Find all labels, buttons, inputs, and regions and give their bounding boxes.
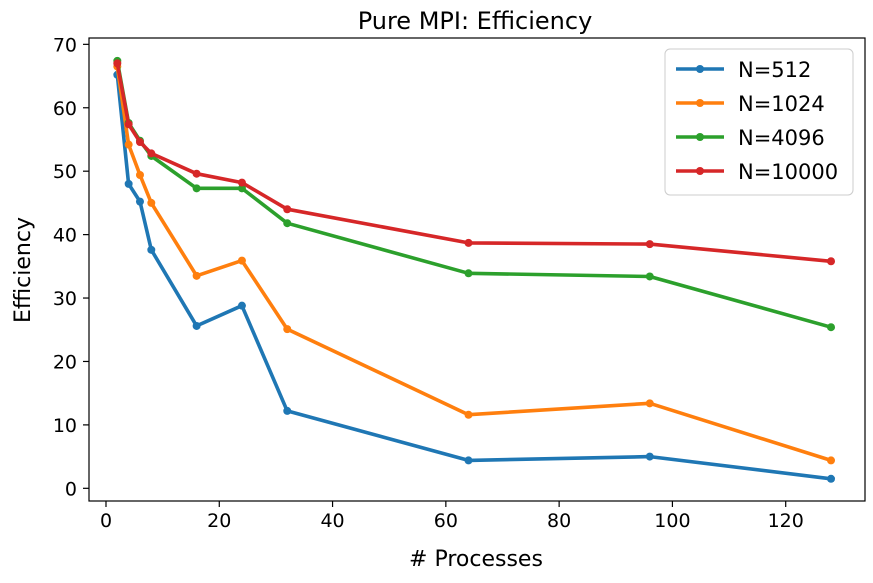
data-point [645, 240, 654, 249]
x-axis-title: # Processes [409, 547, 543, 572]
data-point [283, 205, 292, 214]
legend-label: N=1024 [738, 92, 825, 116]
data-point [124, 140, 133, 149]
data-point [283, 219, 292, 228]
legend-label: N=10000 [738, 160, 838, 184]
y-tick-label: 10 [53, 415, 77, 437]
data-point [827, 257, 836, 266]
x-tick-label: 80 [547, 510, 571, 532]
x-tick-label: 100 [654, 510, 690, 532]
x-tick-label: 20 [207, 510, 231, 532]
y-tick-label: 60 [53, 98, 77, 120]
legend-marker [696, 65, 704, 73]
data-point [464, 238, 473, 247]
y-tick-label: 40 [53, 225, 77, 247]
x-axis: 0 20 40 60 80 100 120 [100, 501, 804, 532]
data-point [283, 325, 292, 334]
data-point [237, 301, 246, 310]
legend-marker [696, 99, 704, 107]
x-tick-label: 40 [320, 510, 344, 532]
data-point [147, 245, 156, 254]
data-point [645, 399, 654, 408]
legend-marker [696, 167, 704, 175]
data-point [192, 169, 201, 178]
data-point [124, 120, 133, 129]
data-point [827, 323, 836, 332]
x-tick-label: 0 [100, 510, 112, 532]
data-point [464, 269, 473, 278]
data-point [192, 321, 201, 330]
data-point [135, 170, 144, 179]
x-tick-label: 120 [768, 510, 804, 532]
data-point [283, 406, 292, 415]
y-tick-label: 50 [53, 161, 77, 183]
legend-label: N=4096 [738, 126, 825, 150]
data-point [464, 456, 473, 465]
series-line [115, 66, 832, 463]
data-point [237, 178, 246, 187]
data-point [147, 149, 156, 158]
data-point [135, 197, 144, 206]
series-line [115, 74, 832, 481]
legend: N=512 N=1024 N=4096 N=10000 [664, 48, 854, 196]
legend-marker [696, 133, 704, 141]
data-point [192, 271, 201, 280]
series-line [115, 63, 832, 264]
y-axis-title: Efficiency [11, 217, 36, 323]
data-point [135, 138, 144, 147]
legend-label: N=512 [738, 58, 811, 82]
data-point [827, 456, 836, 465]
data-point [645, 272, 654, 281]
data-point [124, 179, 133, 188]
plot-frame [88, 37, 866, 502]
data-point [192, 184, 201, 193]
y-axis: 0 10 20 30 40 50 60 70 [53, 34, 89, 500]
y-tick-label: 0 [65, 478, 77, 500]
data-point [147, 198, 156, 207]
legend-box [664, 48, 854, 196]
data-point [113, 59, 122, 68]
y-tick-label: 20 [53, 351, 77, 373]
data-point [237, 256, 246, 265]
plot-area [113, 56, 836, 483]
data-point [464, 410, 473, 419]
x-tick-label: 60 [434, 510, 458, 532]
y-tick-label: 30 [53, 288, 77, 310]
data-point [827, 474, 836, 483]
data-point [645, 452, 654, 461]
y-tick-label: 70 [53, 34, 77, 56]
chart-title: Pure MPI: Efficiency [358, 7, 593, 35]
data-point [237, 184, 246, 193]
